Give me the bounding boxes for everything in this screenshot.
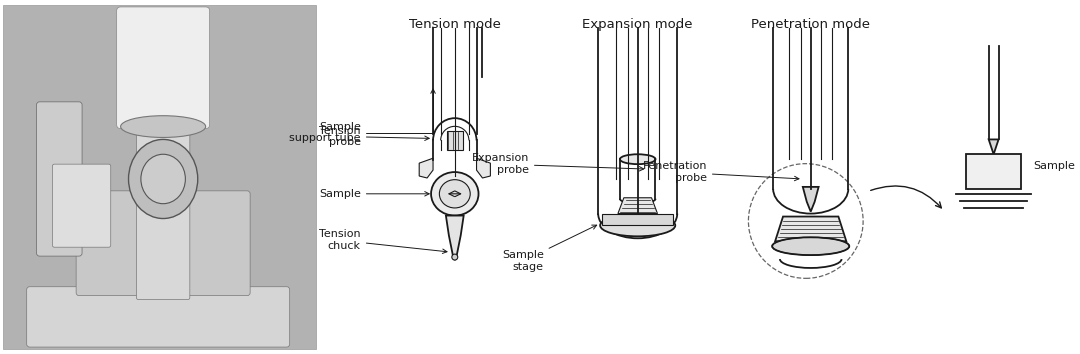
Text: Tension
chuck: Tension chuck bbox=[320, 229, 447, 253]
Bar bbox=[3, 5, 316, 349]
FancyBboxPatch shape bbox=[37, 102, 82, 256]
Ellipse shape bbox=[140, 154, 186, 204]
Polygon shape bbox=[988, 139, 999, 154]
Polygon shape bbox=[775, 217, 847, 241]
Text: Sample: Sample bbox=[319, 189, 429, 199]
FancyBboxPatch shape bbox=[27, 287, 289, 347]
FancyBboxPatch shape bbox=[136, 44, 190, 299]
Polygon shape bbox=[476, 158, 490, 178]
Polygon shape bbox=[419, 158, 433, 178]
FancyBboxPatch shape bbox=[447, 131, 462, 150]
FancyBboxPatch shape bbox=[76, 191, 251, 296]
Polygon shape bbox=[446, 216, 463, 260]
Ellipse shape bbox=[772, 237, 849, 255]
Polygon shape bbox=[802, 187, 819, 212]
Polygon shape bbox=[618, 198, 658, 213]
Text: Expansion mode: Expansion mode bbox=[582, 18, 693, 31]
Text: Expansion
probe: Expansion probe bbox=[472, 153, 644, 175]
Ellipse shape bbox=[431, 172, 478, 216]
Ellipse shape bbox=[600, 215, 675, 236]
FancyBboxPatch shape bbox=[966, 154, 1022, 189]
Ellipse shape bbox=[620, 154, 656, 164]
Text: Penetration
probe: Penetration probe bbox=[643, 161, 799, 183]
Ellipse shape bbox=[440, 180, 470, 208]
Ellipse shape bbox=[129, 139, 198, 218]
FancyBboxPatch shape bbox=[603, 213, 673, 225]
Text: Tension mode: Tension mode bbox=[409, 18, 501, 31]
Text: Penetration mode: Penetration mode bbox=[752, 18, 870, 31]
Text: Sample
support tube: Sample support tube bbox=[289, 89, 435, 143]
Ellipse shape bbox=[121, 116, 205, 137]
FancyBboxPatch shape bbox=[53, 164, 111, 247]
Circle shape bbox=[451, 254, 458, 260]
FancyBboxPatch shape bbox=[117, 7, 210, 129]
Text: Sample: Sample bbox=[1034, 161, 1075, 171]
Text: Tension
probe: Tension probe bbox=[320, 126, 429, 147]
Text: Sample
stage: Sample stage bbox=[502, 225, 596, 272]
